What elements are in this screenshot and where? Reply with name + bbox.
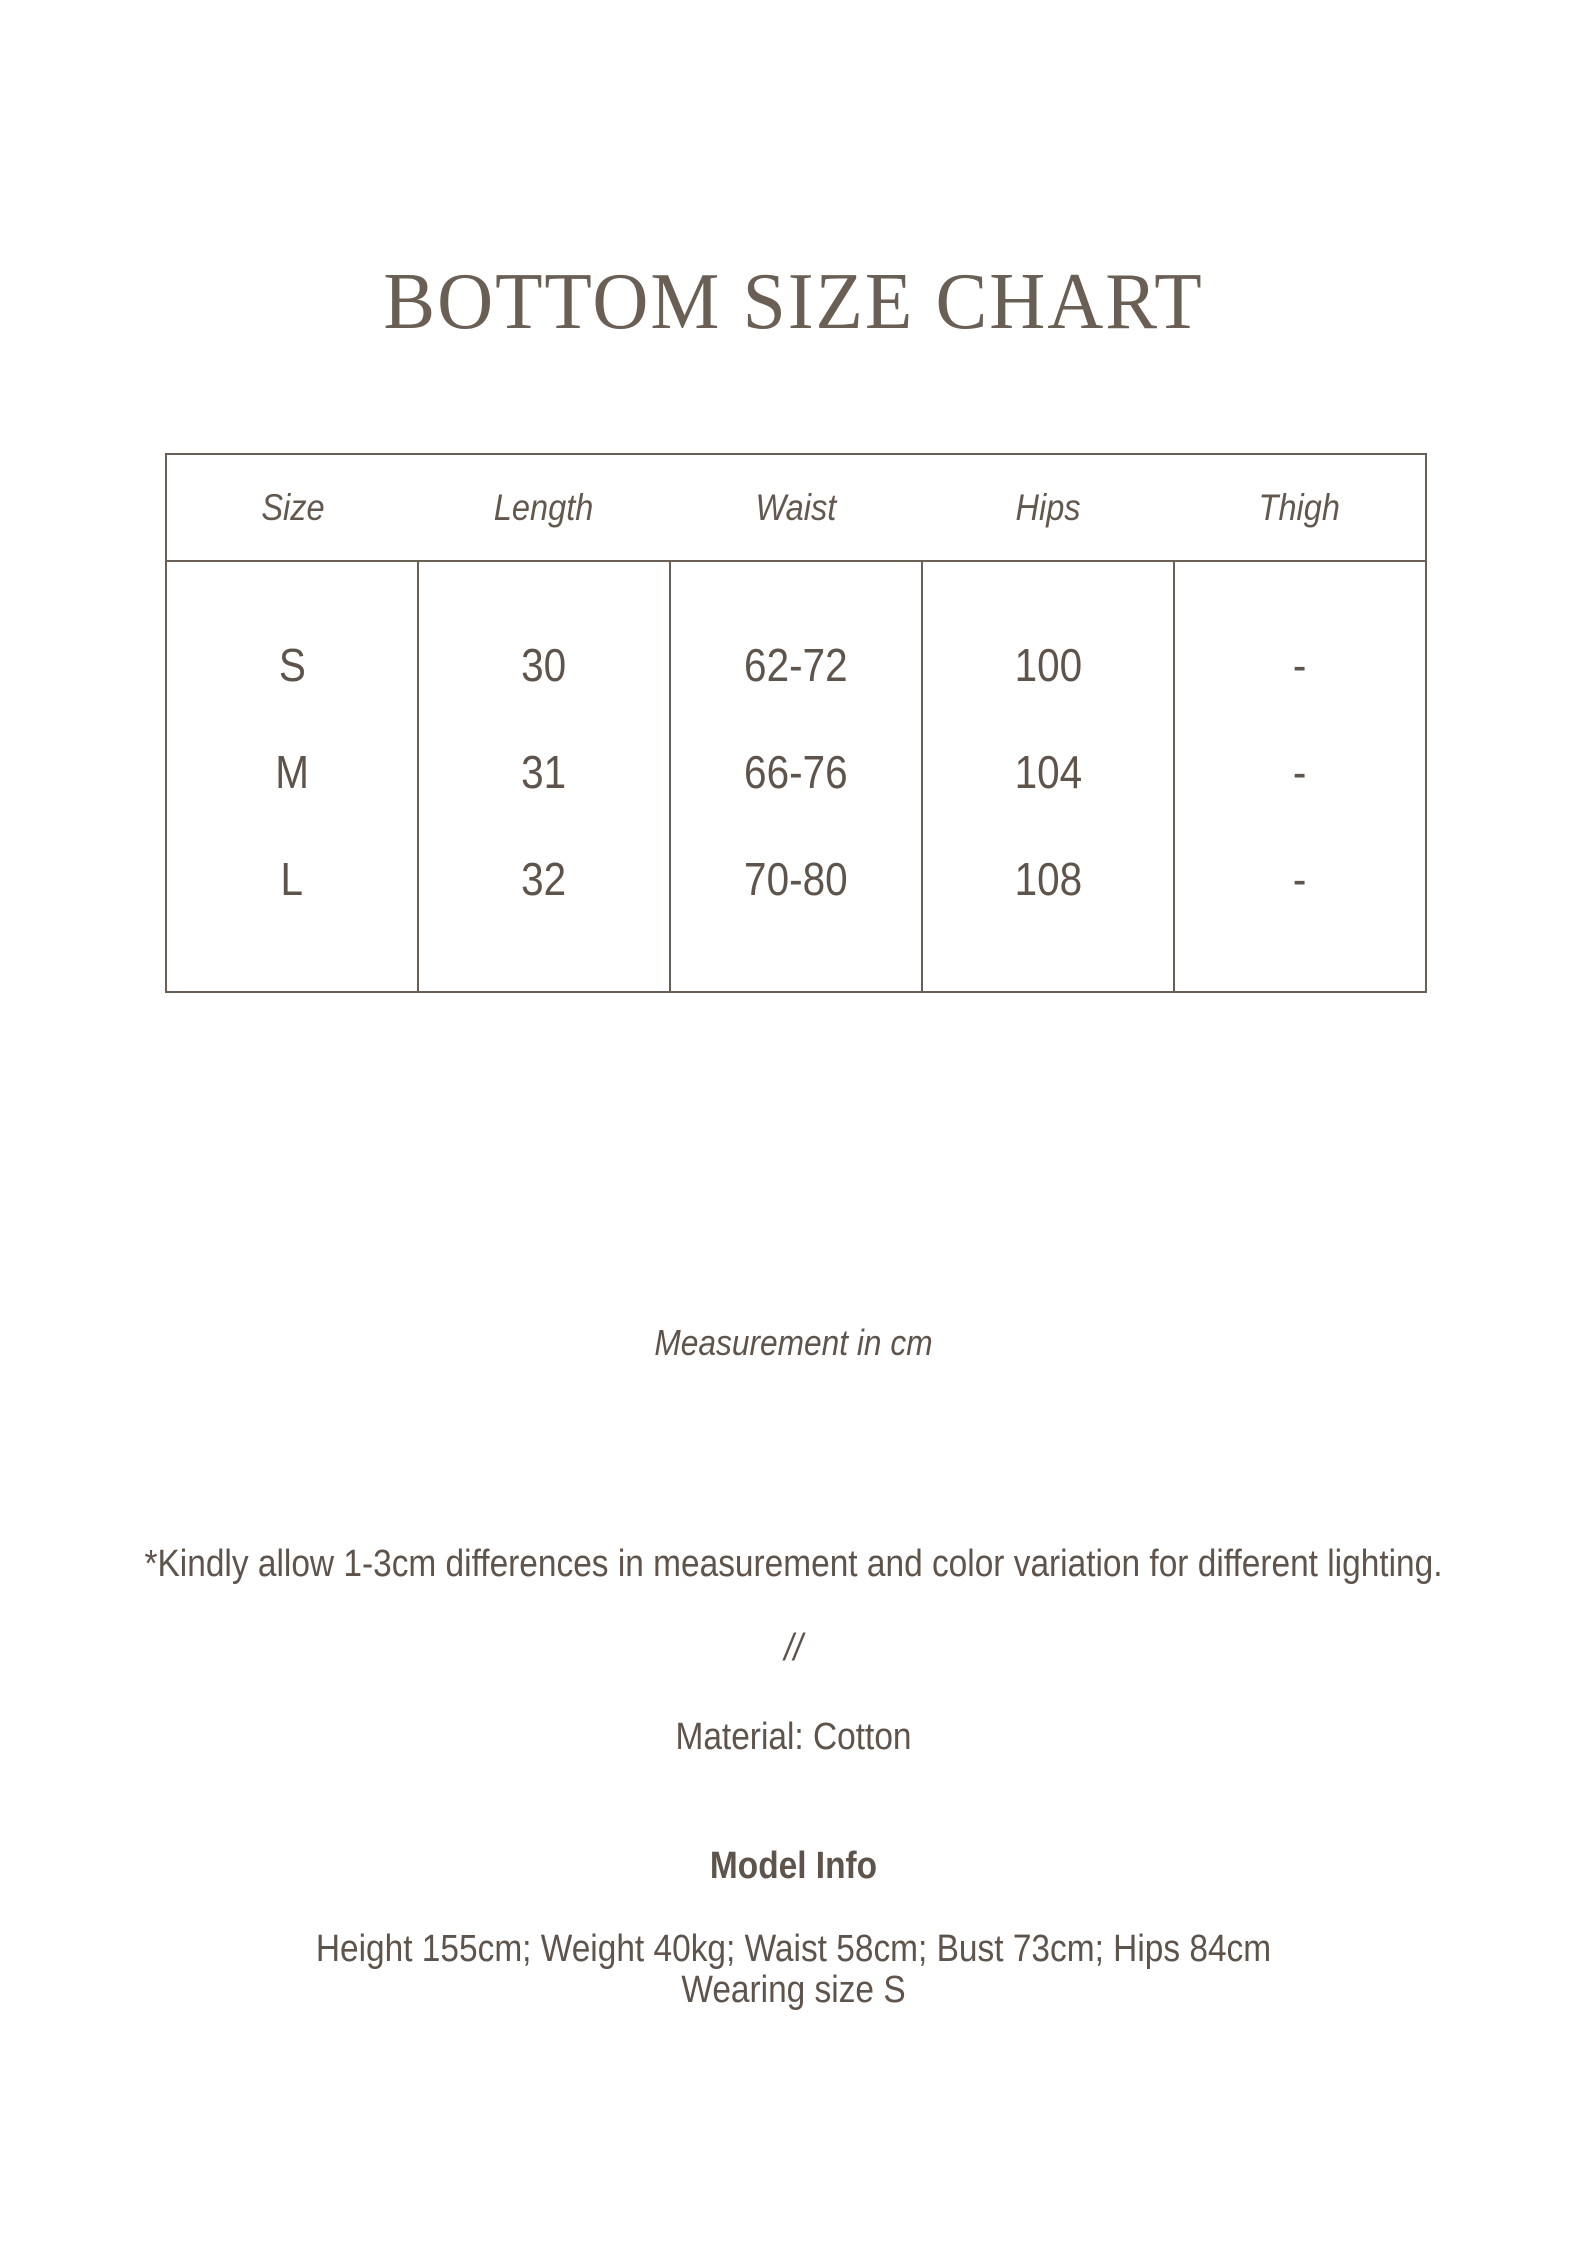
measurement-unit-note: Measurement in cm — [654, 1322, 933, 1363]
table-row-m: M 31 66-76 104 - — [166, 718, 1426, 825]
model-info-details: Height 155cm; Weight 40kg; Waist 58cm; B… — [95, 1929, 1492, 2011]
cell-waist: 66-76 — [669, 718, 922, 825]
cell-hips: 100 — [921, 611, 1174, 718]
material-note: Material: Cotton — [675, 1716, 912, 1758]
cell-size: S — [278, 638, 306, 691]
cell-thigh: - — [1173, 718, 1426, 825]
table-row-l: L 32 70-80 108 - — [166, 825, 1426, 932]
size-table-body: S 30 62-72 100 - M 31 66-76 104 - L 32 7… — [166, 561, 1426, 992]
column-header-length: Length — [418, 454, 670, 562]
size-table-header: Size Length Waist Hips Thigh — [166, 454, 1426, 562]
cell-size: M — [275, 745, 309, 798]
model-measurements: Height 155cm; Weight 40kg; Waist 58cm; B… — [315, 1928, 1272, 1970]
page-title: BOTTOM SIZE CHART — [383, 258, 1204, 346]
size-table: Size Length Waist Hips Thigh S 30 62-72 … — [165, 453, 1427, 993]
cell-waist: 70-80 — [669, 825, 922, 932]
spacer-row — [166, 932, 1426, 992]
cell-hips: 108 — [921, 825, 1174, 932]
cell-waist: 62-72 — [669, 611, 922, 718]
column-header-waist: Waist — [670, 454, 922, 562]
model-info-heading: Model Info — [709, 1845, 878, 1887]
table-row-s: S 30 62-72 100 - — [166, 611, 1426, 718]
cell-hips: 104 — [921, 718, 1174, 825]
spacer-row — [166, 561, 1426, 611]
disclaimer-note: *Kindly allow 1-3cm differences in measu… — [144, 1543, 1443, 1585]
column-header-size: Size — [166, 454, 418, 562]
cell-size: L — [280, 852, 304, 905]
size-table-grid: Size Length Waist Hips Thigh S 30 62-72 … — [165, 453, 1427, 993]
cell-length: 32 — [417, 825, 670, 932]
model-wearing-size: Wearing size S — [681, 1969, 906, 2011]
column-header-thigh: Thigh — [1174, 454, 1426, 562]
column-header-hips: Hips — [922, 454, 1174, 562]
cell-length: 30 — [417, 611, 670, 718]
separator-mark: // — [784, 1627, 803, 1669]
cell-thigh: - — [1173, 825, 1426, 932]
cell-thigh: - — [1173, 611, 1426, 718]
cell-length: 31 — [417, 718, 670, 825]
